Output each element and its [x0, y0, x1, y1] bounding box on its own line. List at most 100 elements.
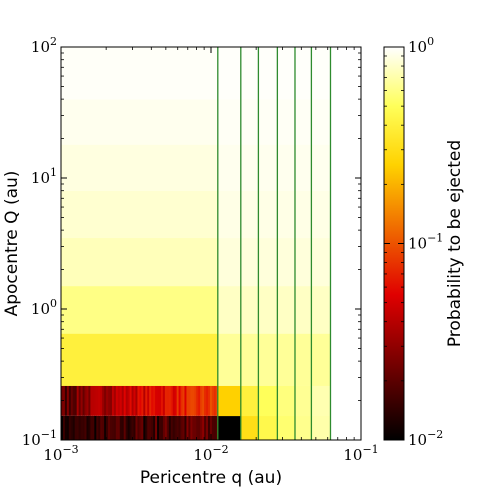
heatmap-cell	[131, 385, 134, 416]
heatmap-cell	[192, 385, 195, 416]
heatmap-cell	[61, 190, 219, 239]
heatmap-cell	[127, 385, 130, 416]
x-tick-label: 10−2	[193, 443, 228, 464]
heatmap-cell	[159, 415, 162, 440]
heatmap-cell	[74, 415, 78, 440]
heatmap-cell	[204, 415, 207, 440]
heatmap-cell	[188, 385, 191, 416]
heatmap-cell	[208, 415, 211, 440]
heatmap-cell	[151, 415, 154, 440]
colorbar-tick-label: 10−1	[408, 232, 443, 253]
heatmap-cell	[62, 415, 66, 440]
heatmap-cell	[108, 415, 111, 440]
heatmap-cell	[198, 415, 201, 440]
heatmap-cell	[137, 415, 140, 440]
heatmap-cell	[206, 385, 209, 416]
heatmap-cell	[202, 415, 205, 440]
heatmap-cell	[113, 415, 117, 440]
heatmap-cell	[168, 415, 172, 440]
heatmap-cell	[164, 415, 168, 440]
heatmap-cell	[258, 385, 278, 417]
heatmap-cell	[133, 385, 136, 416]
heatmap-cell	[217, 237, 331, 287]
heatmap-cell	[106, 415, 109, 440]
heatmap-cell	[153, 385, 156, 416]
heatmap-cell	[61, 144, 219, 191]
heatmap-cell	[90, 415, 93, 440]
heatmap-cell	[211, 415, 215, 440]
heatmap-cell	[61, 333, 219, 386]
heatmap-cell	[164, 385, 168, 416]
heatmap-cell	[240, 415, 259, 440]
heatmap-cell	[186, 415, 189, 440]
heatmap-cell	[188, 415, 191, 440]
heatmap-cell	[204, 385, 207, 416]
heatmap-cell	[168, 385, 172, 416]
heatmap-cell	[145, 385, 148, 416]
heatmap-cell	[200, 415, 203, 440]
heatmap-cell	[277, 415, 296, 440]
heatmap-cell	[200, 385, 203, 416]
heatmap-cell	[131, 415, 134, 440]
heatmap-cell	[145, 415, 148, 440]
heatmap-cell	[125, 385, 129, 416]
heatmap-cell	[123, 415, 127, 440]
heatmap-cell	[190, 415, 193, 440]
heatmap-cell	[137, 385, 140, 416]
heatmap-cell	[151, 385, 154, 416]
heatmap-cell	[206, 415, 209, 440]
heatmap-cell	[162, 385, 166, 416]
heatmap-cell	[213, 415, 217, 440]
heatmap-cell	[96, 415, 99, 440]
heatmap-cell	[121, 385, 125, 416]
heatmap-cell	[311, 385, 331, 417]
heatmap-cell	[80, 385, 83, 416]
heatmap-cell	[143, 415, 146, 440]
heatmap-cell	[135, 415, 138, 440]
heatmap-cell	[119, 415, 123, 440]
heatmap-cell	[213, 385, 217, 416]
heatmap-cell	[88, 415, 91, 440]
heatmap-cell	[155, 385, 158, 416]
heatmap-cell	[211, 385, 215, 416]
heatmap-cell	[217, 190, 331, 239]
heatmap-cell	[113, 385, 117, 416]
heatmap-cell	[111, 385, 115, 416]
heatmap-cell	[178, 415, 181, 440]
heatmap-cell	[96, 385, 99, 416]
heatmap-cell	[217, 385, 242, 417]
heatmap-cell	[102, 385, 105, 416]
heatmap-cell	[94, 385, 97, 416]
heatmap-cell	[92, 385, 95, 416]
colorbar-ticks: 10−2 10−1 100	[384, 35, 443, 449]
heatmap-cell	[88, 385, 91, 416]
heatmap-cell	[98, 415, 101, 440]
heatmap-cell	[217, 99, 331, 145]
heatmap-cells	[61, 47, 331, 440]
heatmap-cell	[170, 385, 174, 416]
heatmap-cell	[92, 415, 95, 440]
heatmap-cell	[174, 385, 178, 416]
heatmap-cell	[66, 415, 70, 440]
heatmap-cell	[202, 385, 205, 416]
colorbar-tick-label: 10−2	[408, 428, 443, 449]
heatmap-cell	[117, 385, 121, 416]
vertical-lines	[217, 47, 332, 440]
heatmap-cell	[157, 415, 160, 440]
heatmap-cell	[70, 385, 74, 416]
heatmap-cell	[74, 385, 78, 416]
colorbar: 10−2 10−1 100 Probability to be ejected	[383, 35, 465, 449]
heatmap-cell	[123, 385, 127, 416]
heatmap-cell	[86, 385, 89, 416]
y-tick-label: 101	[31, 166, 57, 187]
heatmap-cell	[129, 385, 132, 416]
y-ticks: 10−1 100 101 102	[22, 35, 361, 449]
colorbar-tick-label: 100	[408, 35, 434, 56]
heatmap-cell	[198, 385, 201, 416]
heatmap-cell	[84, 415, 87, 440]
heatmap-cell	[66, 385, 70, 416]
heatmap-cell	[133, 415, 136, 440]
y-tick-label: 102	[31, 35, 57, 56]
y-axis-label: Apocentre Q (au)	[2, 171, 22, 317]
